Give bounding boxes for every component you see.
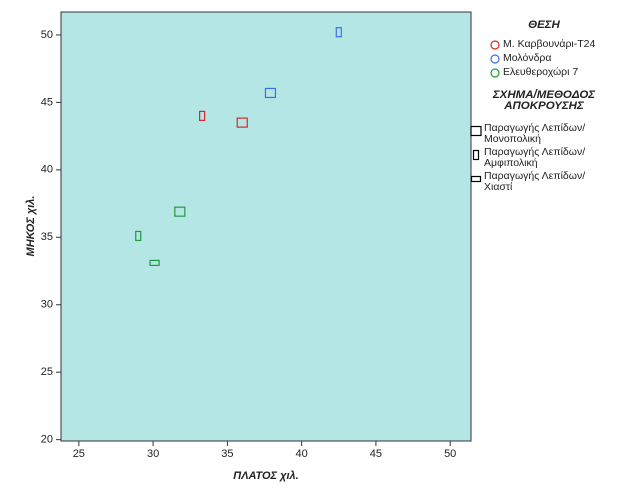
x-tick-label: 30 <box>147 448 159 460</box>
point <box>135 230 142 242</box>
point <box>335 27 342 38</box>
x-tick-label: 50 <box>444 448 456 460</box>
x-tick-label: 45 <box>370 448 382 460</box>
y-axis-label: ΜΗΚΟΣ χιλ. <box>25 196 37 257</box>
legend-title: ΘΕΣΗ <box>528 19 560 31</box>
y-tick-label: 40 <box>41 164 53 176</box>
legend-marker <box>490 68 500 78</box>
x-tick-label: 40 <box>296 448 308 460</box>
legend-label: Μ. Καρβουνάρι-Τ24 <box>503 38 596 50</box>
point <box>149 259 160 267</box>
point <box>264 87 277 99</box>
legend-label: Ελευθεροχώρι 7 <box>503 66 579 78</box>
x-tick-label: 25 <box>73 448 85 460</box>
legend-shape <box>470 125 482 137</box>
y-tick-label: 50 <box>41 29 53 41</box>
legend-label: Παραγωγής Λεπίδων/Χιαστί <box>484 170 586 193</box>
point <box>174 206 186 217</box>
legend-label: Μολόνδρα <box>503 52 552 64</box>
x-axis-label: ΠΛΑΤΟΣ χιλ. <box>233 470 298 482</box>
legend-marker <box>490 40 500 50</box>
plot-area <box>60 11 472 442</box>
point <box>236 117 248 128</box>
legend-shape <box>472 149 480 161</box>
y-tick-label: 30 <box>41 299 53 311</box>
y-tick-label: 20 <box>41 434 53 446</box>
legend-label: Παραγωγής Λεπίδων/Μονοπολική <box>484 122 586 145</box>
legend-shape <box>470 175 482 183</box>
y-tick-label: 35 <box>41 231 53 243</box>
shape-legend-title: ΣΧΗΜΑ/ΜΕΘΟΔΟΣ ΑΠΟΚΡΟΥΣΗΣ <box>492 89 596 112</box>
y-tick-label: 25 <box>41 366 53 378</box>
y-tick-label: 45 <box>41 96 53 108</box>
x-tick-label: 35 <box>221 448 233 460</box>
legend-label: Παραγωγής Λεπίδων/Αμφιπολική <box>484 146 586 169</box>
legend-marker <box>490 54 500 64</box>
point <box>199 110 206 121</box>
